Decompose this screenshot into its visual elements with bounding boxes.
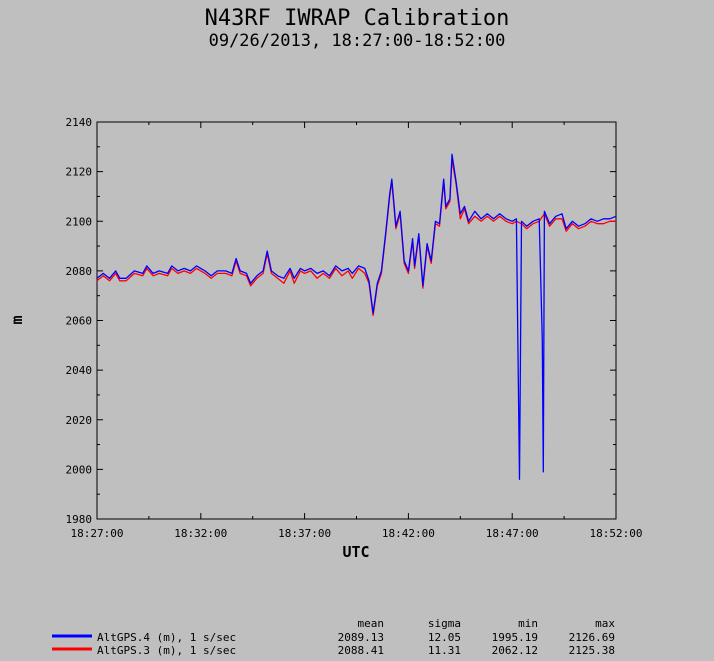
series-layer xyxy=(96,153,617,480)
plot-area xyxy=(96,121,617,520)
x-axis-title: UTC xyxy=(342,543,369,561)
legend-max-altgps4: 2126.69 xyxy=(569,631,615,644)
x-tick-label: 18:27:00 xyxy=(71,527,124,540)
stats-header-sigma: sigma xyxy=(428,617,461,630)
legend-min-altgps4: 1995.19 xyxy=(492,631,538,644)
legend: mean sigma min max AltGPS.4 (m), 1 s/sec… xyxy=(52,617,615,657)
x-tick-label: 18:52:00 xyxy=(590,527,643,540)
legend-label-altgps4: AltGPS.4 (m), 1 s/sec xyxy=(97,631,236,644)
y-tick-label: 2020 xyxy=(66,414,93,427)
y-tick-label: 2140 xyxy=(66,116,93,129)
x-tick-label: 18:42:00 xyxy=(382,527,435,540)
x-tick-label: 18:47:00 xyxy=(486,527,539,540)
y-tick-label: 2080 xyxy=(66,265,93,278)
x-tick-label: 18:37:00 xyxy=(278,527,331,540)
y-axis-title: m xyxy=(8,315,26,324)
y-tick-label: 2040 xyxy=(66,364,93,377)
stats-header-mean: mean xyxy=(358,617,385,630)
stats-header-min: min xyxy=(518,617,538,630)
legend-sigma-altgps4: 12.05 xyxy=(428,631,461,644)
legend-label-altgps3: AltGPS.3 (m), 1 s/sec xyxy=(97,644,236,657)
y-tick-label: 2060 xyxy=(66,315,93,328)
series-line-altgps4 xyxy=(96,153,617,480)
stats-header-max: max xyxy=(595,617,615,630)
legend-mean-altgps3: 2088.41 xyxy=(338,644,384,657)
chart-subtitle: 09/26/2013, 18:27:00-18:52:00 xyxy=(209,31,506,51)
x-axis: 18:27:00 18:32:00 18:37:00 18:42:00 18:47:00… xyxy=(71,122,643,540)
legend-min-altgps3: 2062.12 xyxy=(492,644,538,657)
chart-title: N43RF IWRAP Calibration xyxy=(205,6,510,31)
legend-mean-altgps4: 2089.13 xyxy=(338,631,384,644)
y-tick-label: 1980 xyxy=(66,513,93,526)
y-axis: 1980 2000 2020 2040 2060 2080 2100 2120 2140 xyxy=(66,116,616,526)
series-line-altgps3 xyxy=(96,158,616,317)
legend-max-altgps3: 2125.38 xyxy=(569,644,615,657)
legend-sigma-altgps3: 11.31 xyxy=(428,644,461,657)
y-tick-label: 2100 xyxy=(66,215,93,228)
y-tick-label: 2120 xyxy=(66,166,93,179)
y-tick-label: 2000 xyxy=(66,463,93,476)
x-tick-label: 18:32:00 xyxy=(174,527,227,540)
